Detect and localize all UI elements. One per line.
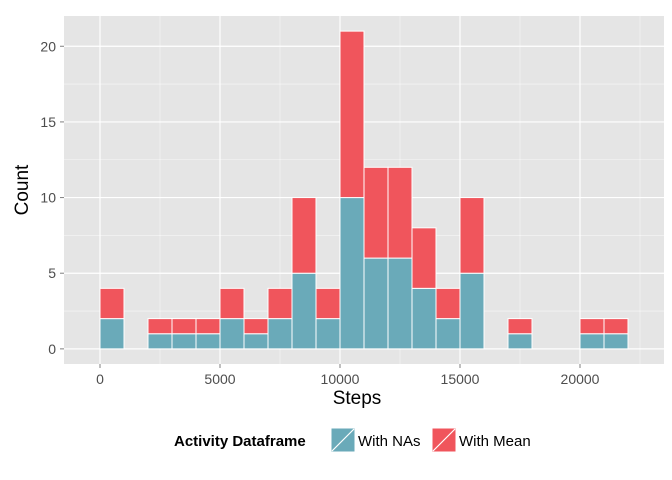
- tick-label-y-10: 10: [40, 190, 56, 206]
- bar-bin-2000-series-0: [147, 333, 173, 350]
- bar-bin-14000-series-0: [435, 318, 461, 350]
- bar-bin-15000-series-0: [459, 272, 485, 350]
- bar-bin-20000-series-1: [579, 318, 605, 335]
- tick-label-y-5: 5: [48, 265, 56, 281]
- bar-bin-11000-series-0: [363, 257, 389, 350]
- bar-bin-5000-series-0: [219, 318, 245, 350]
- bar-bin-17000-series-1: [507, 318, 533, 335]
- tick-label-y-20: 20: [40, 38, 56, 54]
- bar-bin-2000-series-1: [147, 318, 173, 335]
- bar-bin-10000-series-1: [339, 30, 365, 199]
- tick-label-x-0: 0: [96, 371, 104, 387]
- bar-bin-6000-series-1: [243, 318, 269, 335]
- bar-bin-13000-series-0: [411, 287, 437, 350]
- bar-bin-17000-series-0: [507, 333, 533, 350]
- bar-bin-10000-series-0: [339, 197, 365, 350]
- tick-label-x-15000: 15000: [441, 371, 480, 387]
- bar-bin-21000-series-0: [603, 333, 629, 350]
- legend-key-slash-with-nas: [331, 428, 355, 452]
- bar-bin-12000-series-0: [387, 257, 413, 350]
- tick-label-x-10000: 10000: [321, 371, 360, 387]
- bar-bin-9000-series-1: [315, 287, 341, 320]
- bar-bin-6000-series-0: [243, 333, 269, 350]
- legend-label-with-nas: With NAs: [358, 433, 421, 450]
- bar-bin-4000-series-0: [195, 333, 221, 350]
- tick-label-y-0: 0: [48, 341, 56, 357]
- bar-bin-15000-series-1: [459, 197, 485, 274]
- x-axis-title: Steps: [333, 388, 382, 409]
- tick-label-y-15: 15: [40, 114, 56, 130]
- bar-bin-20000-series-0: [579, 333, 605, 350]
- y-axis-title: Count: [12, 164, 33, 215]
- legend-entry-with-mean: With Mean: [431, 427, 531, 453]
- bar-bin-9000-series-0: [315, 318, 341, 350]
- bar-bin-7000-series-1: [267, 287, 293, 320]
- bar-bin-7000-series-0: [267, 318, 293, 350]
- bar-bin-4000-series-1: [195, 318, 221, 335]
- bar-bin-14000-series-1: [435, 287, 461, 320]
- bar-bin-8000-series-1: [291, 197, 317, 274]
- bar-bin-0-series-1: [99, 287, 125, 320]
- bar-bin-12000-series-1: [387, 166, 413, 259]
- legend-entry-with-nas: With NAs: [330, 427, 421, 453]
- tick-label-x-20000: 20000: [561, 371, 600, 387]
- tick-label-x-5000: 5000: [204, 371, 235, 387]
- bar-bin-5000-series-1: [219, 287, 245, 320]
- bar-bin-3000-series-1: [171, 318, 197, 335]
- legend: Activity Dataframe With NAs With Mean: [174, 427, 531, 453]
- bar-bin-11000-series-1: [363, 166, 389, 259]
- bars: [99, 30, 629, 350]
- axis-tick-labels: 0 5000 10000 15000 20000 0 5 10 15 20: [40, 38, 599, 387]
- bar-bin-13000-series-1: [411, 227, 437, 289]
- bar-bin-8000-series-0: [291, 272, 317, 350]
- bar-bin-21000-series-1: [603, 318, 629, 335]
- bar-bin-0-series-0: [99, 318, 125, 350]
- bar-bin-3000-series-0: [171, 333, 197, 350]
- legend-label-with-mean: With Mean: [459, 433, 531, 450]
- axis-ticks: [60, 45, 581, 368]
- legend-key-slash-with-mean: [432, 428, 456, 452]
- legend-title: Activity Dataframe: [174, 433, 306, 450]
